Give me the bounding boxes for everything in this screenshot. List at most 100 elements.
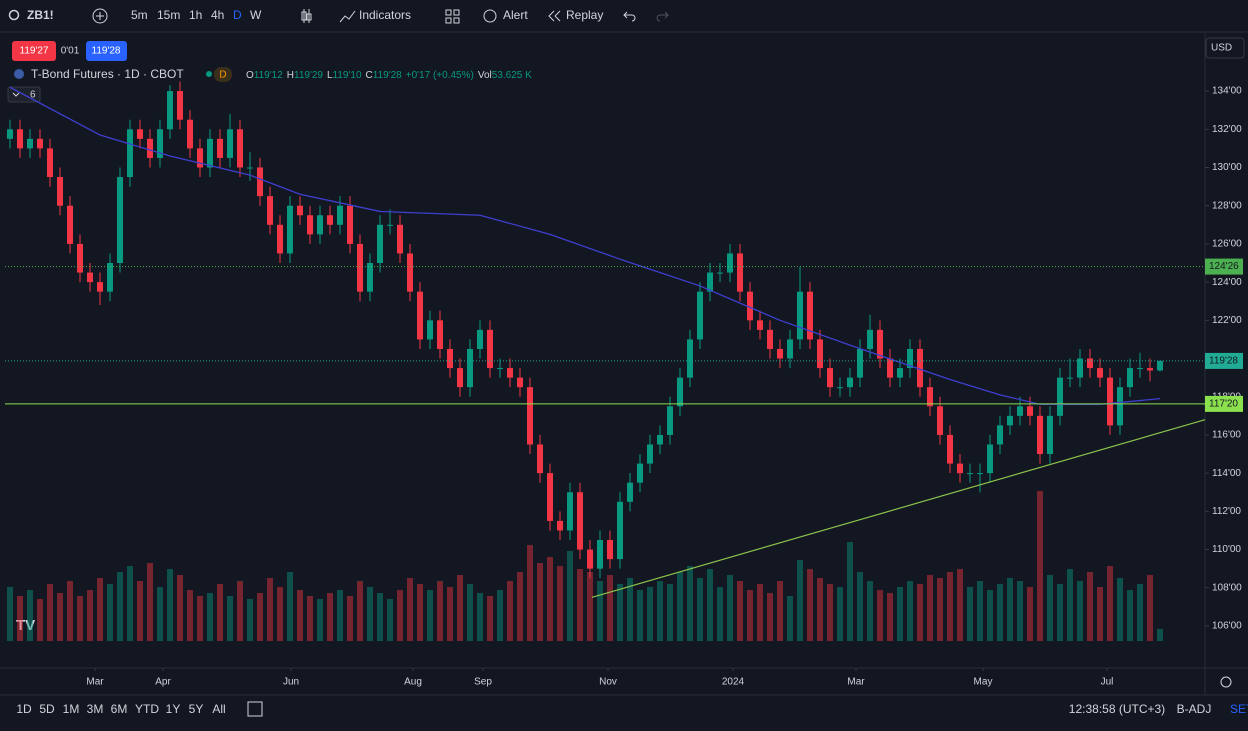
volume-bar — [617, 584, 623, 641]
candle-body — [887, 358, 893, 378]
volume-bar — [1027, 587, 1033, 641]
layout-icon[interactable] — [445, 9, 460, 24]
x-tick-label: 2024 — [722, 677, 745, 688]
candle-body — [277, 224, 283, 254]
volume-bar — [727, 575, 733, 641]
range-button[interactable]: 6M — [111, 702, 128, 716]
candle-body — [1057, 377, 1063, 416]
range-button[interactable]: 1D — [16, 702, 32, 716]
volume-bar — [1137, 584, 1143, 641]
volume-bar — [407, 578, 413, 641]
bid-box[interactable] — [12, 41, 56, 61]
candle-body — [1087, 358, 1093, 369]
interval-button[interactable]: 4h — [211, 8, 224, 22]
candle-body — [1077, 358, 1083, 378]
volume-bar — [347, 596, 353, 641]
interval-button[interactable]: 5m — [131, 8, 148, 22]
y-tick-label: 124'00 — [1212, 277, 1242, 288]
candle-body — [1047, 415, 1053, 455]
volume-bar — [137, 581, 143, 641]
trendline — [591, 419, 1206, 598]
volume-bar — [307, 596, 313, 641]
volume-bar — [927, 575, 933, 641]
candle-body — [267, 196, 273, 225]
candle-body — [1157, 360, 1163, 371]
currency-button[interactable] — [1205, 37, 1245, 59]
volume-bar — [697, 578, 703, 641]
candle-body — [587, 549, 593, 569]
plot — [7, 81, 1163, 641]
volume-bar — [677, 572, 683, 641]
range-button[interactable]: YTD — [135, 702, 159, 716]
interval-button[interactable]: 1h — [189, 8, 202, 22]
candle-body — [1147, 368, 1153, 371]
candle-body — [727, 253, 733, 273]
ohlc-value: 119'10 — [333, 70, 362, 81]
symbol[interactable]: ZB1! — [27, 8, 54, 22]
candle-body — [207, 138, 213, 168]
candle-body — [817, 339, 823, 369]
undo-button[interactable] — [623, 11, 636, 22]
interval-button[interactable]: W — [250, 8, 262, 22]
range-button[interactable]: 3M — [87, 702, 104, 716]
price-label-box — [1205, 395, 1243, 412]
range-button[interactable]: All — [212, 702, 225, 716]
candle-body — [767, 329, 773, 349]
volume-bar — [687, 566, 693, 641]
toolbar — [0, 0, 1248, 32]
candle-body — [107, 263, 113, 292]
price-label-box — [1205, 352, 1243, 369]
candle-body — [697, 291, 703, 340]
ask-box[interactable] — [86, 41, 127, 61]
volume-bar — [77, 596, 83, 641]
settings-icon[interactable] — [1220, 676, 1232, 688]
spread: 0'01 — [61, 46, 80, 57]
ohlc-value: 119'12 — [254, 70, 283, 81]
candle-body — [217, 138, 223, 158]
ohlc-label: O — [246, 70, 254, 81]
compare-button[interactable] — [92, 8, 108, 24]
volume-bar — [817, 578, 823, 641]
y-tick-label: 134'00 — [1212, 86, 1242, 97]
volume-bar — [367, 587, 373, 641]
candle-body — [137, 129, 143, 139]
volume-bar — [1077, 581, 1083, 641]
volume-bar — [477, 593, 483, 641]
adjustment[interactable]: B-ADJ — [1177, 702, 1212, 716]
candle-body — [117, 177, 123, 264]
volume-bar — [647, 587, 653, 641]
session[interactable]: SET — [1230, 702, 1248, 716]
chart-type-icon[interactable] — [301, 9, 312, 23]
y-tick-label: 110'00 — [1212, 544, 1241, 555]
range-button[interactable]: 1Y — [166, 702, 181, 716]
chevron — [12, 92, 20, 97]
flag-icon — [14, 69, 24, 79]
volume-bar — [97, 578, 103, 641]
indicators-button[interactable]: Indicators — [359, 8, 411, 22]
volume-bar — [627, 578, 633, 641]
volume-bar — [547, 557, 553, 641]
candle-body — [1127, 368, 1133, 388]
alert-button[interactable]: Alert — [503, 8, 528, 22]
replay-button[interactable]: Replay — [566, 8, 603, 22]
flag-text: D — [219, 70, 226, 81]
candle-body — [177, 91, 183, 120]
volume-bar — [897, 587, 903, 641]
calendar-icon[interactable] — [247, 701, 263, 717]
ask-price: 119'28 — [92, 46, 121, 57]
candle-body — [1007, 415, 1013, 426]
currency: USD — [1211, 43, 1232, 54]
volume-bar — [257, 593, 263, 641]
volume-bar — [247, 599, 253, 641]
y-tick-label: 108'00 — [1212, 582, 1242, 593]
range-button[interactable]: 5Y — [189, 702, 204, 716]
y-tick-label: 128'00 — [1212, 200, 1242, 211]
interval-button[interactable]: D — [233, 8, 242, 22]
search-icon[interactable] — [8, 9, 20, 21]
volume-bar — [887, 593, 893, 641]
bid-price: 119'27 — [20, 46, 49, 57]
range-button[interactable]: 5D — [39, 702, 55, 716]
redo-button[interactable] — [656, 11, 669, 22]
range-button[interactable]: 1M — [63, 702, 80, 716]
interval-button[interactable]: 15m — [157, 8, 180, 22]
